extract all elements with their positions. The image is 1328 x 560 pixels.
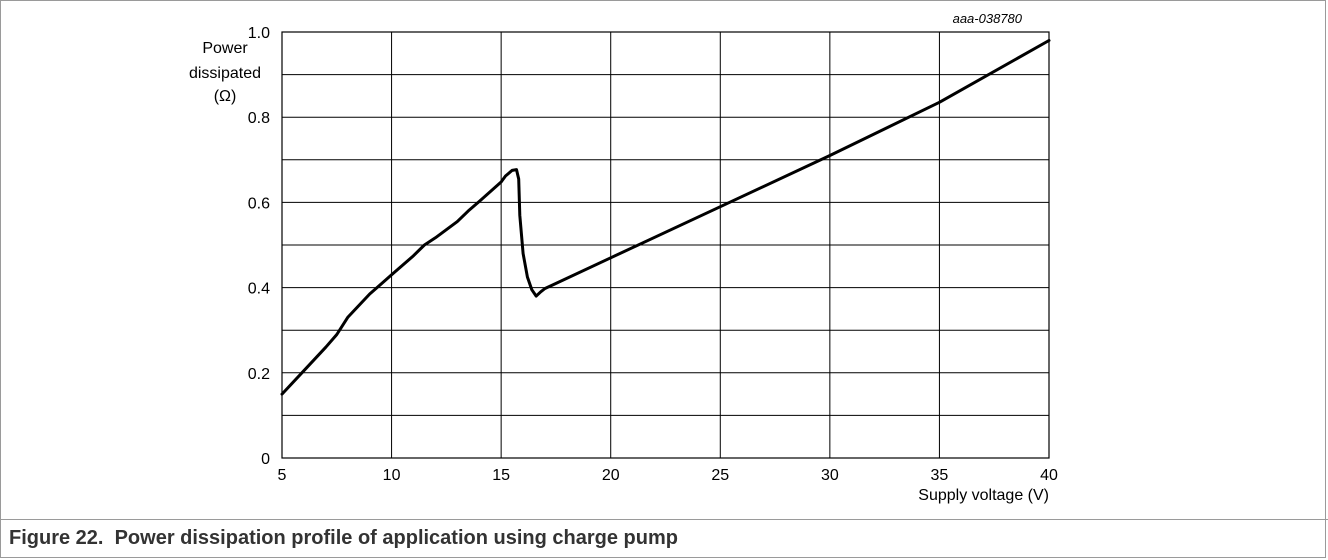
x-tick-label: 20 bbox=[602, 467, 620, 484]
y-axis-label-line-3: (Ω) bbox=[214, 88, 237, 105]
x-tick-label: 5 bbox=[278, 467, 287, 484]
y-axis-label-line-1: Power bbox=[202, 40, 248, 57]
x-axis-ticks: 5 10 15 20 25 30 35 40 bbox=[278, 467, 1058, 484]
y-tick-label: 0.2 bbox=[248, 366, 270, 383]
figure-caption: Figure 22. Power dissipation profile of … bbox=[9, 527, 678, 549]
y-tick-label: 0.8 bbox=[248, 110, 270, 127]
y-axis-label-line-2: dissipated bbox=[189, 65, 261, 82]
series-layer bbox=[280, 39, 1051, 396]
x-tick-label: 15 bbox=[492, 467, 510, 484]
x-tick-label: 25 bbox=[711, 467, 729, 484]
x-tick-label: 40 bbox=[1040, 467, 1058, 484]
plot-frame bbox=[281, 31, 1050, 459]
x-tick-label: 30 bbox=[821, 467, 839, 484]
y-tick-label: 1.0 bbox=[248, 25, 270, 42]
y-tick-label: 0.6 bbox=[248, 195, 270, 212]
x-tick-label: 35 bbox=[931, 467, 949, 484]
chart-area bbox=[0, 519, 1328, 520]
grid bbox=[281, 31, 1050, 459]
series-line bbox=[280, 39, 1051, 396]
x-tick-label: 10 bbox=[383, 467, 401, 484]
y-axis-ticks: 0 0.2 0.4 0.6 0.8 1.0 bbox=[248, 25, 270, 468]
power-dissipation-chart: 5 10 15 20 25 30 35 40 0 0.2 0.4 0.6 0.8 1.0 aaa-038… bbox=[189, 11, 1058, 504]
y-tick-label: 0 bbox=[261, 451, 270, 468]
x-axis-label: Supply voltage (V) bbox=[918, 487, 1049, 504]
y-tick-label: 0.4 bbox=[248, 281, 270, 298]
figure-code: aaa-038780 bbox=[953, 11, 1023, 26]
